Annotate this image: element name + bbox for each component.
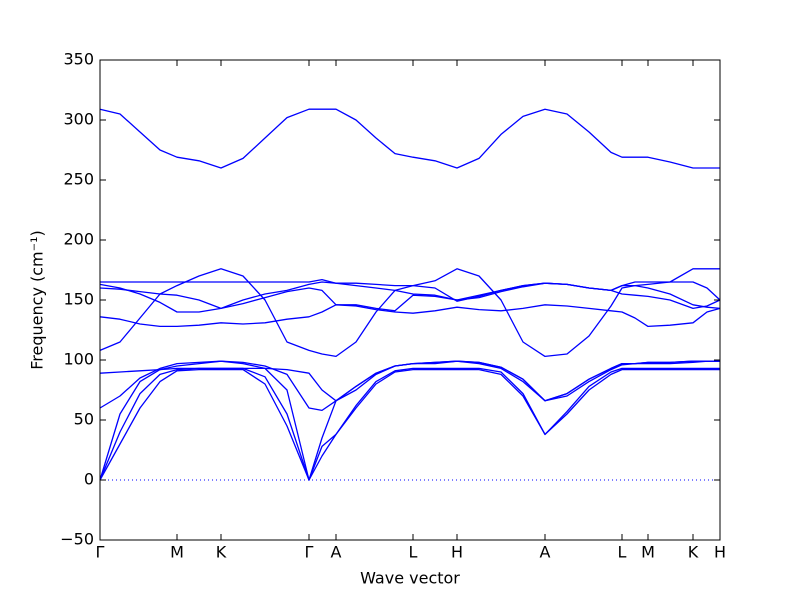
x-tick-label: K [216, 543, 227, 562]
x-tick-label: L [409, 543, 418, 562]
y-axis-label: Frequency (cm⁻¹) [28, 230, 47, 369]
x-tick-label: L [618, 543, 627, 562]
y-tick-label: 0 [84, 470, 94, 489]
band-line [99, 367, 720, 481]
band-line [99, 304, 721, 328]
y-tick-label: 100 [63, 350, 94, 369]
x-axis-label: Wave vector [360, 569, 460, 588]
x-tick-label: A [331, 543, 342, 562]
x-tick-label: M [170, 543, 184, 562]
band-line [99, 108, 720, 169]
x-tick-label: H [451, 543, 463, 562]
x-tick-label: K [688, 543, 699, 562]
plot-frame [99, 59, 721, 541]
y-tick-label: 50 [74, 410, 94, 429]
band-line [99, 368, 720, 481]
y-tick-label: 300 [63, 110, 94, 129]
y-tick-label: −50 [60, 530, 94, 549]
x-tick-label: M [641, 543, 655, 562]
x-tick-label: H [714, 543, 726, 562]
y-tick-label: 250 [63, 170, 94, 189]
band-line [99, 360, 720, 481]
band-line [100, 278, 721, 302]
band-line [99, 360, 720, 402]
x-tick-label: Γ [96, 543, 105, 562]
y-tick-label: 200 [63, 230, 94, 249]
x-tick-label: Γ [305, 543, 314, 562]
y-tick-label: 350 [63, 50, 94, 69]
band-line [99, 282, 721, 312]
band-line [99, 281, 721, 313]
x-tick-label: A [540, 543, 551, 562]
y-tick-label: 150 [63, 290, 94, 309]
